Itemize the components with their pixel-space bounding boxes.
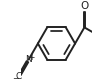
Text: −: − [12,74,19,83]
Text: C: C [16,72,22,81]
Text: +: + [28,53,35,62]
Text: O: O [80,0,88,11]
Text: N: N [25,55,32,64]
